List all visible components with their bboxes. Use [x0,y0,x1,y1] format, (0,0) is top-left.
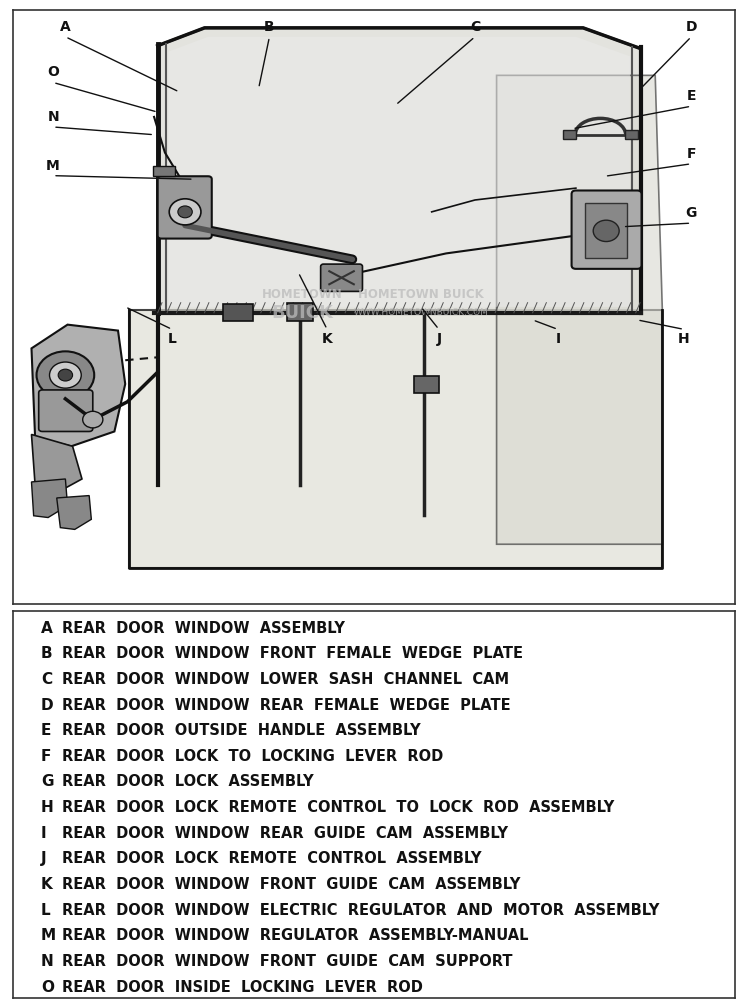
Text: HOMETOWN BUICK: HOMETOWN BUICK [358,289,484,302]
Text: H: H [41,800,54,815]
Text: J: J [436,332,441,346]
Bar [625,130,638,140]
Text: G: G [41,775,53,790]
Text: O: O [47,65,59,79]
Bar [287,303,313,321]
Text: HOMETOWN: HOMETOWN [262,289,343,302]
Polygon shape [31,479,67,517]
Text: REAR  DOOR  WINDOW  REAR  FEMALE  WEDGE  PLATE: REAR DOOR WINDOW REAR FEMALE WEDGE PLATE [63,697,511,712]
Text: G: G [686,206,697,220]
Text: WWW.HOMETOWNBUICK.COM: WWW.HOMETOWNBUICK.COM [354,308,488,317]
Text: N: N [47,110,59,124]
Text: C: C [470,20,480,33]
Text: N: N [41,954,54,969]
Polygon shape [31,325,125,447]
Text: A: A [60,20,71,33]
Bar [414,376,439,393]
Circle shape [37,351,94,398]
Text: O: O [41,980,54,995]
Text: REAR  DOOR  LOCK  ASSEMBLY: REAR DOOR LOCK ASSEMBLY [63,775,314,790]
FancyBboxPatch shape [39,390,93,432]
FancyBboxPatch shape [571,190,642,269]
Text: C: C [41,672,52,687]
Text: F: F [687,147,696,161]
Bar [585,203,627,259]
Text: REAR  DOOR  LOCK  TO  LOCKING  LEVER  ROD: REAR DOOR LOCK TO LOCKING LEVER ROD [63,748,444,764]
Text: REAR  DOOR  WINDOW  LOWER  SASH  CHANNEL  CAM: REAR DOOR WINDOW LOWER SASH CHANNEL CAM [63,672,509,687]
Circle shape [58,369,73,381]
Text: E: E [687,90,696,104]
FancyBboxPatch shape [158,176,212,238]
Text: REAR  DOOR  LOCK  REMOTE  CONTROL  TO  LOCK  ROD  ASSEMBLY: REAR DOOR LOCK REMOTE CONTROL TO LOCK RO… [63,800,615,815]
Text: REAR  DOOR  WINDOW  FRONT  GUIDE  CAM  SUPPORT: REAR DOOR WINDOW FRONT GUIDE CAM SUPPORT [63,954,513,969]
Polygon shape [31,435,82,491]
FancyBboxPatch shape [321,265,363,292]
Circle shape [49,362,82,388]
Text: REAR  DOOR  WINDOW  FRONT  FEMALE  WEDGE  PLATE: REAR DOOR WINDOW FRONT FEMALE WEDGE PLAT… [63,646,524,661]
Text: D: D [685,20,697,33]
Polygon shape [158,28,641,313]
Text: REAR  DOOR  LOCK  REMOTE  CONTROL  ASSEMBLY: REAR DOOR LOCK REMOTE CONTROL ASSEMBLY [63,851,482,866]
Text: REAR  DOOR  WINDOW  ASSEMBLY: REAR DOOR WINDOW ASSEMBLY [63,621,346,636]
Circle shape [169,199,201,225]
Text: D: D [41,697,54,712]
Polygon shape [497,75,663,544]
Bar [223,305,253,321]
Polygon shape [168,37,630,307]
Text: F: F [41,748,52,764]
Text: REAR  DOOR  WINDOW  REGULATOR  ASSEMBLY-MANUAL: REAR DOOR WINDOW REGULATOR ASSEMBLY-MANU… [63,929,529,944]
Text: B: B [264,20,275,33]
Polygon shape [57,496,91,529]
Text: A: A [41,621,52,636]
Text: B: B [41,646,52,661]
Circle shape [178,206,192,217]
Bar [153,166,175,176]
Text: REAR  DOOR  WINDOW  REAR  GUIDE  CAM  ASSEMBLY: REAR DOOR WINDOW REAR GUIDE CAM ASSEMBLY [63,826,509,841]
Text: H: H [678,332,690,346]
Text: J: J [41,851,46,866]
Polygon shape [129,310,663,568]
Text: M: M [46,159,60,173]
Text: M: M [41,929,56,944]
Text: I: I [41,826,46,841]
Circle shape [83,411,103,428]
Text: REAR  DOOR  WINDOW  FRONT  GUIDE  CAM  ASSEMBLY: REAR DOOR WINDOW FRONT GUIDE CAM ASSEMBL… [63,877,521,892]
Circle shape [593,220,619,241]
Text: E: E [41,723,52,738]
Text: I: I [555,332,560,346]
Text: REAR  DOOR  WINDOW  ELECTRIC  REGULATOR  AND  MOTOR  ASSEMBLY: REAR DOOR WINDOW ELECTRIC REGULATOR AND … [63,902,660,917]
Text: K: K [322,332,333,346]
Bar [563,130,576,140]
Text: REAR  DOOR  OUTSIDE  HANDLE  ASSEMBLY: REAR DOOR OUTSIDE HANDLE ASSEMBLY [63,723,421,738]
Text: REAR  DOOR  INSIDE  LOCKING  LEVER  ROD: REAR DOOR INSIDE LOCKING LEVER ROD [63,980,423,995]
Text: K: K [41,877,52,892]
Text: L: L [168,332,177,346]
Text: BUICK: BUICK [271,304,333,322]
Text: L: L [41,902,50,917]
